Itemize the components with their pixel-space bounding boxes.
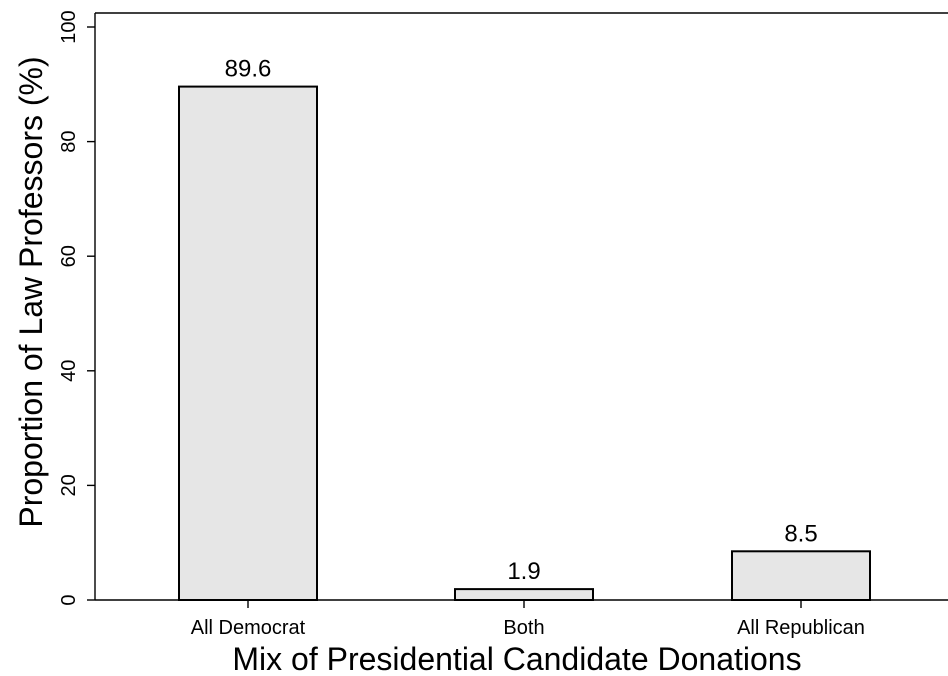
x-tick-label: All Democrat <box>191 617 306 639</box>
y-axis-title: Proportion of Law Professors (%) <box>13 56 49 527</box>
y-tick-label: 20 <box>58 474 80 496</box>
y-tick-label: 40 <box>58 360 80 382</box>
x-axis-title: Mix of Presidential Candidate Donations <box>232 641 801 676</box>
x-tick-label: All Republican <box>737 617 865 639</box>
x-tick-label: Both <box>503 617 544 639</box>
bar-value-label: 1.9 <box>507 558 540 585</box>
bar-value-label: 89.6 <box>225 56 272 83</box>
y-axis-ticks: 0 20 40 60 80 100 <box>58 10 95 606</box>
y-tick-label: 0 <box>58 594 80 605</box>
bars-group: 89.6 1.9 8.5 <box>178 56 871 602</box>
y-tick-label: 80 <box>58 130 80 152</box>
bar-value-label: 8.5 <box>784 520 817 547</box>
bar <box>178 85 318 602</box>
y-tick-label: 100 <box>58 10 80 43</box>
y-tick-label: 60 <box>58 245 80 267</box>
bar <box>454 588 594 601</box>
bar <box>731 550 871 601</box>
x-axis-ticks: All Democrat Both All Republican <box>191 600 865 639</box>
